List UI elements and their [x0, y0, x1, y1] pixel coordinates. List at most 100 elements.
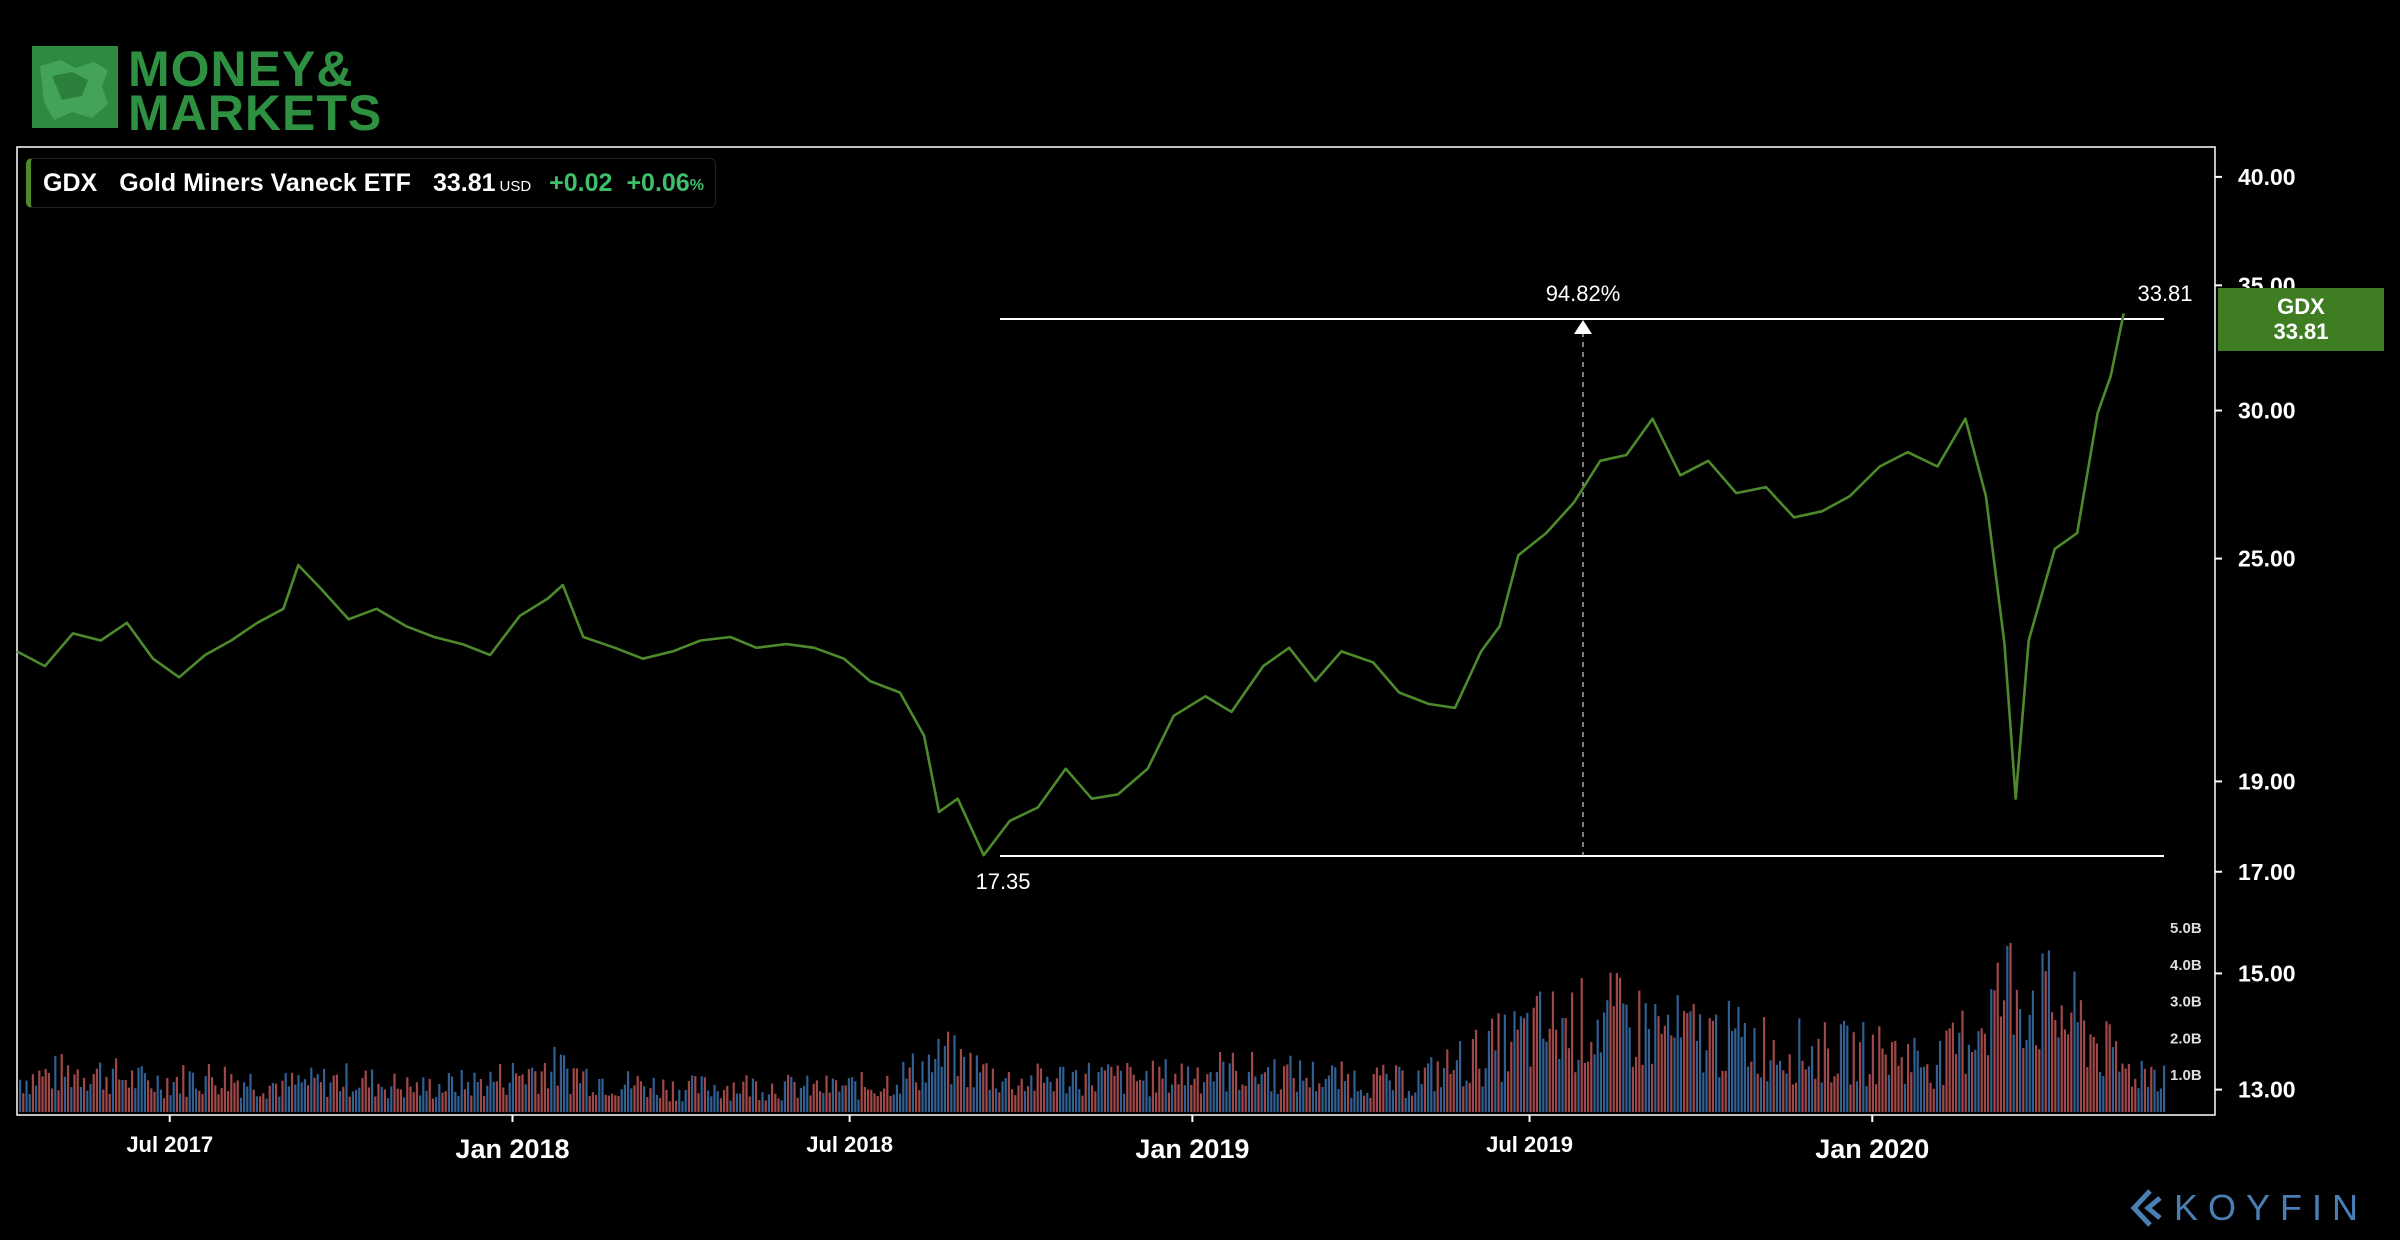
- volume-bar: [975, 1055, 978, 1112]
- volume-bar: [537, 1093, 540, 1112]
- volume-bar: [2041, 953, 2044, 1112]
- volume-bar: [1782, 1070, 1785, 1112]
- volume-bar: [1033, 1090, 1036, 1112]
- volume-bar: [390, 1086, 393, 1112]
- volume-bar: [812, 1083, 815, 1112]
- volume-bar: [675, 1100, 678, 1112]
- volume-bar: [131, 1070, 134, 1112]
- volume-bar: [1615, 973, 1618, 1112]
- volume-bar: [2028, 1014, 2031, 1112]
- volume-bar: [1500, 1081, 1503, 1112]
- volume-bar: [479, 1079, 482, 1112]
- volume-bar: [1766, 1081, 1769, 1112]
- volume-bar: [2009, 943, 2012, 1112]
- volume-bar: [1004, 1078, 1007, 1112]
- volume-bar: [611, 1093, 614, 1112]
- volume-bar: [1967, 1044, 1970, 1112]
- x-tick-label: Jan 2018: [455, 1134, 569, 1164]
- volume-bar: [2070, 1012, 2073, 1112]
- volume-bar: [1187, 1066, 1190, 1112]
- volume-bar: [355, 1089, 358, 1112]
- volume-bar: [1039, 1068, 1042, 1112]
- volume-bar: [1193, 1078, 1196, 1112]
- volume-bar: [1324, 1078, 1327, 1112]
- volume-bar: [966, 1087, 969, 1112]
- volume-bar: [1190, 1085, 1193, 1112]
- volume-bar: [63, 1076, 66, 1112]
- volume-bar: [591, 1092, 594, 1112]
- volume-bar: [1756, 1073, 1759, 1112]
- volume-bar: [95, 1068, 98, 1112]
- volume-bar: [1775, 1064, 1778, 1112]
- volume-bar: [1839, 1024, 1842, 1112]
- volume-bar: [742, 1081, 745, 1112]
- volume-bar: [1407, 1090, 1410, 1112]
- volume-bar: [534, 1071, 537, 1112]
- volume-bar: [1215, 1072, 1218, 1112]
- volume-bar: [793, 1082, 796, 1112]
- volume-bar: [1907, 1044, 1910, 1112]
- legend-box[interactable]: GDX Gold Miners Vaneck ETF 33.81 USD +0.…: [26, 158, 716, 208]
- volume-bar: [1676, 995, 1679, 1112]
- volume-bar: [403, 1097, 406, 1112]
- volume-bar: [1356, 1091, 1359, 1112]
- volume-bar: [1484, 1068, 1487, 1112]
- volume-bar: [873, 1093, 876, 1112]
- volume-bar: [601, 1078, 604, 1112]
- volume-bar: [1487, 1030, 1490, 1112]
- volume-bar: [806, 1075, 809, 1112]
- volume-bar: [278, 1096, 281, 1112]
- volume-bar: [214, 1085, 217, 1112]
- volume-bar: [515, 1073, 518, 1112]
- volume-bar: [841, 1085, 844, 1112]
- volume-bar: [217, 1094, 220, 1112]
- volume-bar: [1705, 1050, 1708, 1112]
- volume-bar: [1321, 1087, 1324, 1112]
- volume-bar: [1023, 1090, 1026, 1112]
- volume-bar: [553, 1046, 556, 1112]
- volume-tick-label: 4.0B: [2170, 957, 2202, 974]
- volume-bar: [1411, 1095, 1414, 1112]
- volume-bar: [1052, 1091, 1055, 1112]
- volume-bar: [1491, 1018, 1494, 1112]
- volume-bar: [2079, 1000, 2082, 1112]
- volume-bar: [1894, 1040, 1897, 1112]
- volume-bar: [889, 1095, 892, 1112]
- volume-bar: [1830, 1082, 1833, 1112]
- volume-bar: [790, 1076, 793, 1112]
- volume-bar: [419, 1095, 422, 1112]
- volume-bar: [483, 1096, 486, 1112]
- volume-bar: [1449, 1074, 1452, 1112]
- volume-bar: [342, 1086, 345, 1112]
- volume-bar: [1046, 1076, 1049, 1112]
- volume-bar: [1974, 1049, 1977, 1112]
- volume-bar: [1507, 1071, 1510, 1112]
- volume-bar: [1628, 1027, 1631, 1112]
- volume-bar: [499, 1064, 502, 1112]
- volume-tick-label: 3.0B: [2170, 994, 2202, 1011]
- volume-bar: [1561, 1018, 1564, 1112]
- volume-bar: [428, 1078, 431, 1112]
- volume-bar: [271, 1083, 274, 1112]
- volume-bar: [1225, 1091, 1228, 1112]
- volume-bar: [1420, 1084, 1423, 1112]
- volume-bar: [79, 1087, 82, 1112]
- volume-bar: [28, 1094, 31, 1112]
- volume-bar: [735, 1093, 738, 1112]
- volume-bar: [89, 1083, 92, 1112]
- legend-change-pct: +0.06: [626, 168, 690, 197]
- volume-bar: [1455, 1060, 1458, 1112]
- volume-bar: [1081, 1095, 1084, 1112]
- volume-bar: [723, 1089, 726, 1112]
- volume-bar: [777, 1098, 780, 1112]
- volume-bar: [1862, 1022, 1865, 1112]
- volume-bar: [1574, 1072, 1577, 1112]
- volume-bar: [1852, 1032, 1855, 1112]
- volume-bar: [931, 1072, 934, 1112]
- volume-bar: [1292, 1078, 1295, 1112]
- volume-bar: [1731, 1031, 1734, 1112]
- volume-bar: [819, 1091, 822, 1112]
- volume-bar: [2089, 1034, 2092, 1112]
- volume-bar: [1865, 1086, 1868, 1112]
- volume-bar: [1123, 1093, 1126, 1112]
